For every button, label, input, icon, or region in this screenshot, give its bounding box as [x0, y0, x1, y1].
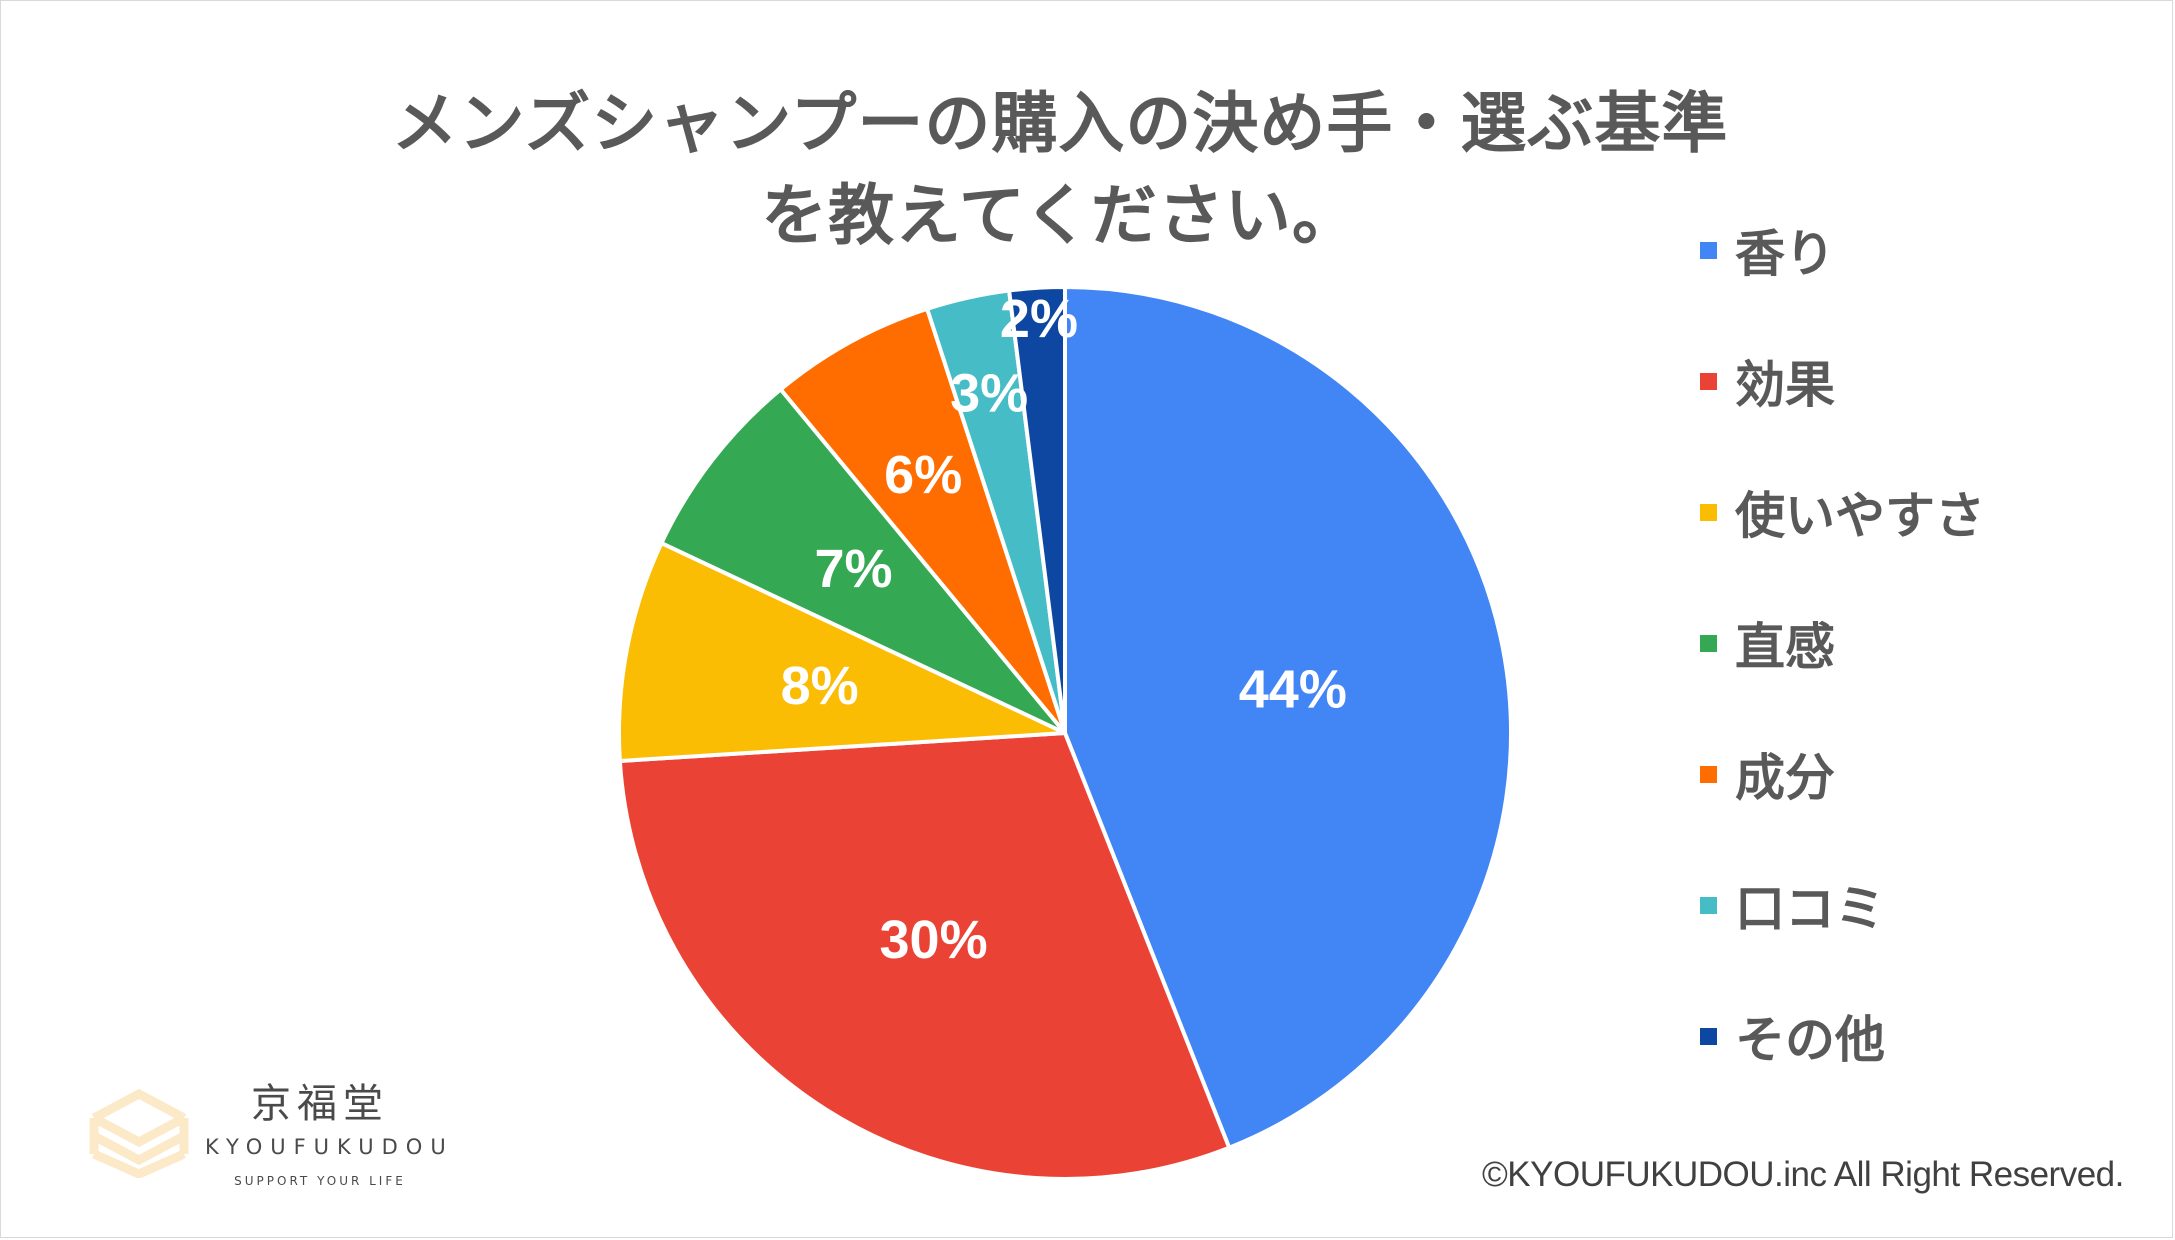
legend-item-2: 使いやすさ: [1700, 477, 1985, 547]
brand-block: 京福堂 KYOUFUKUDOU SUPPORT YOUR LIFE: [205, 1080, 454, 1192]
legend-item-1: 効果: [1700, 346, 1835, 416]
legend-label: 直感: [1735, 618, 1835, 676]
brand-tagline: SUPPORT YOUR LIFE: [234, 1174, 406, 1188]
pie-slice-2: [617, 540, 1066, 764]
chart-title-line-2: を教えてください。: [761, 177, 1359, 254]
brand-name-ja: 京福堂: [251, 1081, 389, 1127]
legend-label: その他: [1735, 1011, 1885, 1069]
legend-item-6: その他: [1700, 1001, 1885, 1071]
pie-slice-0: [1063, 284, 1513, 1151]
pie-data-label-5: 3%: [950, 363, 1028, 423]
pie-data-label-0: 44%: [1239, 660, 1347, 720]
chart-title-line-1: メンズシャンプーの購入の決め手・選ぶ基準: [391, 85, 1729, 162]
legend-label: 成分: [1735, 749, 1835, 807]
legend-label: 効果: [1735, 356, 1835, 414]
pie-slice-3: [658, 386, 1067, 735]
brand-name-en: KYOUFUKUDOU: [205, 1135, 454, 1159]
pie-data-label-3: 7%: [815, 539, 893, 599]
legend-item-3: 直感: [1700, 608, 1835, 678]
legend-swatch: [1700, 241, 1717, 259]
legend-swatch: [1700, 1027, 1717, 1045]
legend-item-4: 成分: [1700, 739, 1835, 809]
brand-logo-icon: [89, 1088, 189, 1178]
legend-item-5: 口コミ: [1700, 870, 1885, 940]
pie-slice-1: [617, 730, 1232, 1181]
legend-swatch: [1700, 634, 1717, 652]
pie-data-label-1: 30%: [880, 910, 988, 970]
pie-data-label-4: 6%: [884, 445, 962, 505]
pie-data-label-6: 2%: [1000, 289, 1078, 349]
chart-title: メンズシャンプーの購入の決め手・選ぶ基準 を教えてください。: [250, 78, 1870, 262]
legend-swatch: [1700, 765, 1717, 783]
pie-data-label-2: 8%: [781, 656, 859, 716]
legend-item-0: 香り: [1700, 215, 1835, 285]
pie-slice-6: [1006, 284, 1067, 734]
legend-label: 使いやすさ: [1735, 487, 1985, 545]
legend-swatch: [1700, 896, 1717, 914]
pie-slice-4: [777, 306, 1067, 735]
legend-label: 口コミ: [1735, 880, 1885, 938]
legend-swatch: [1700, 372, 1717, 390]
legend-label: 香り: [1735, 225, 1835, 283]
copyright-text: ©KYOUFUKUDOU.inc All Right Reserved.: [1482, 1155, 2124, 1194]
legend-swatch: [1700, 503, 1717, 521]
